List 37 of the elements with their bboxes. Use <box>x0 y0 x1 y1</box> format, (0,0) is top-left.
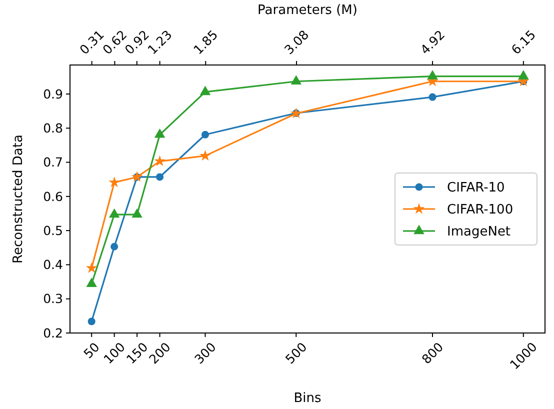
x-axis-title: Bins <box>294 391 322 406</box>
y-tick-label: 0.8 <box>43 120 64 136</box>
legend-label: CIFAR-100 <box>447 202 514 218</box>
point <box>110 242 118 250</box>
point <box>154 155 166 166</box>
legend-label: CIFAR-10 <box>447 180 505 196</box>
legend-label: ImageNet <box>447 224 511 240</box>
point <box>156 173 164 181</box>
x-tick-label: 200 <box>146 339 174 367</box>
y-tick-label: 0.7 <box>43 154 63 170</box>
point <box>86 278 97 287</box>
x-tick-label: 500 <box>282 339 310 367</box>
point <box>88 318 96 326</box>
point <box>428 93 436 101</box>
y-tick-label: 0.6 <box>43 188 64 204</box>
point <box>201 130 210 138</box>
point <box>427 70 438 80</box>
point <box>108 176 120 188</box>
x-tick-label: 800 <box>418 339 446 367</box>
point <box>200 150 211 161</box>
point <box>154 128 166 138</box>
point <box>132 208 142 218</box>
y-tick-label: 0.2 <box>43 325 63 340</box>
point <box>290 75 302 84</box>
y-tick-label: 0.5 <box>43 222 63 238</box>
x-tick-label: 50 <box>80 339 102 362</box>
y-tick-label: 0.4 <box>43 257 64 272</box>
y-tick-label: 0.3 <box>43 291 63 306</box>
x-tick-label: 100 <box>100 339 128 367</box>
point <box>518 70 529 80</box>
y-tick-label: 0.9 <box>43 86 64 102</box>
x-tick-label: 300 <box>191 339 219 367</box>
point <box>108 208 120 218</box>
point <box>86 262 98 273</box>
x2-axis-title: Parameters (M) <box>258 3 358 18</box>
y-axis-title: Reconstructed Data <box>11 134 26 264</box>
point <box>200 86 211 96</box>
